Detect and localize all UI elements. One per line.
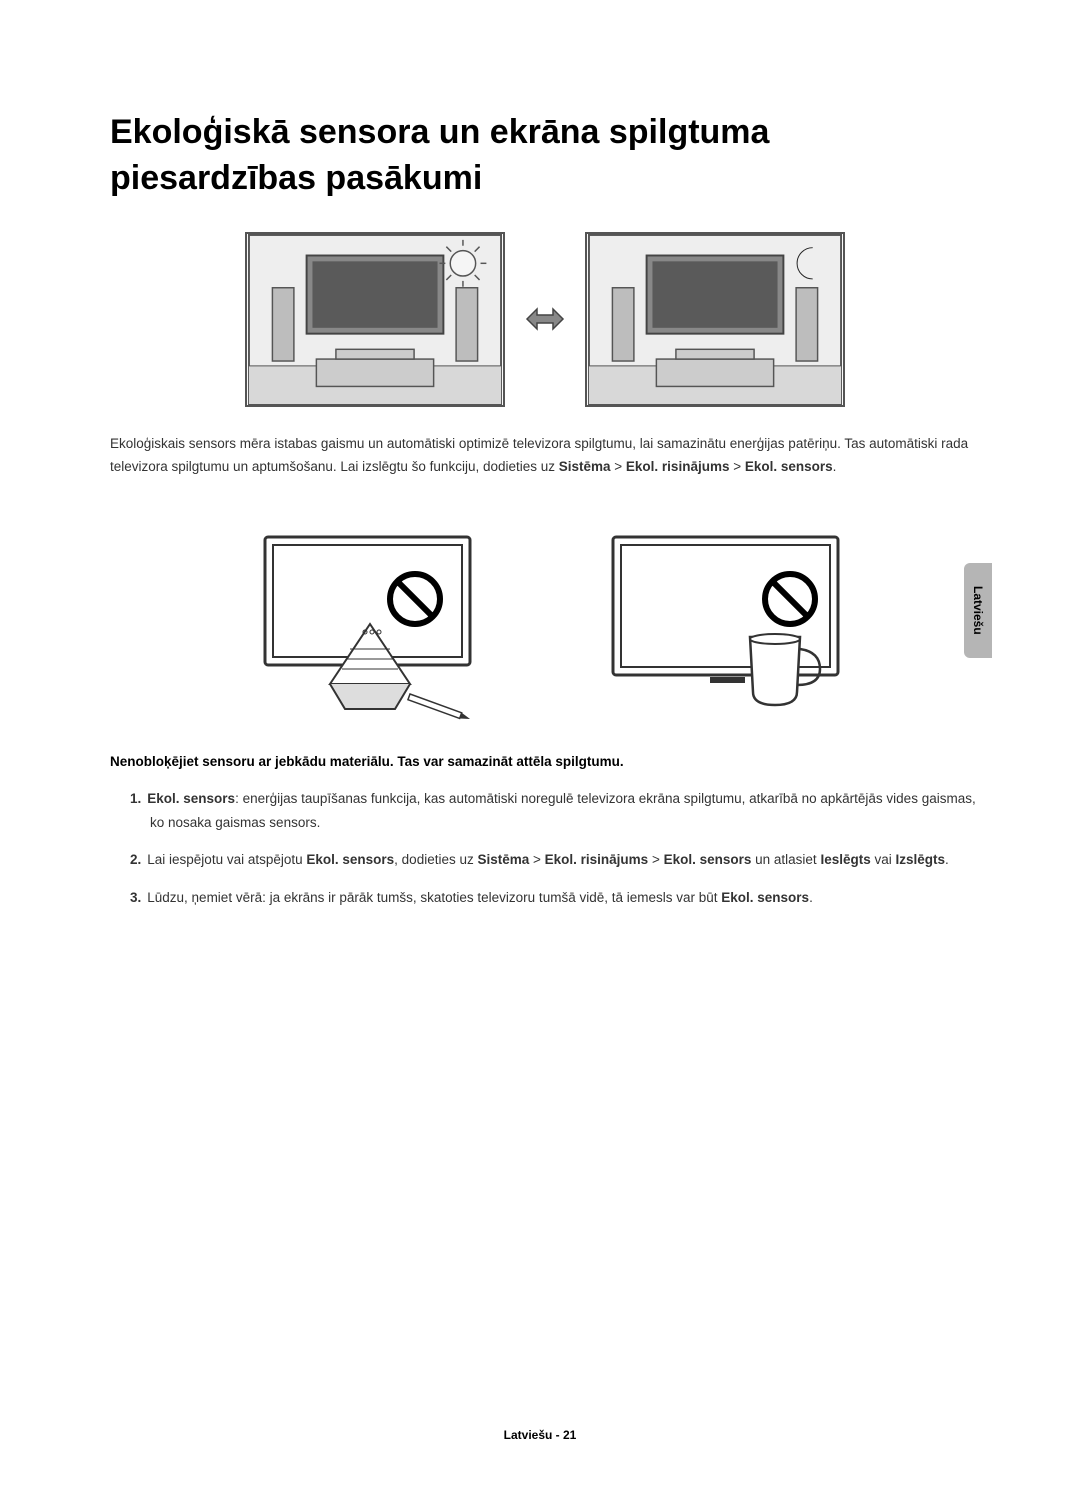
item-number: 1. bbox=[130, 791, 141, 806]
list-item: 1. Ekol. sensors: enerģijas taupīšanas fu… bbox=[130, 787, 980, 834]
item-number: 3. bbox=[130, 890, 141, 905]
item-bold: Ekol. sensors bbox=[147, 791, 235, 806]
separator: > bbox=[648, 852, 663, 867]
instruction-list: 1.Ekol. sensors: enerģijas taupīšanas fu… bbox=[110, 787, 980, 910]
bidirectional-arrow-icon bbox=[525, 304, 565, 334]
separator: > bbox=[529, 852, 544, 867]
menu-path: Ekol. sensors bbox=[664, 852, 752, 867]
item-text: un atlasiet bbox=[751, 852, 820, 867]
item-text: , dodieties uz bbox=[394, 852, 477, 867]
option-off: Izslēgts bbox=[895, 852, 945, 867]
sensor-notepad-illustration bbox=[235, 529, 495, 724]
period: . bbox=[833, 459, 837, 474]
intro-paragraph: Ekoloģiskais sensors mēra istabas gaismu… bbox=[110, 432, 980, 479]
separator: > bbox=[729, 459, 744, 474]
menu-path-system: Sistēma bbox=[559, 459, 611, 474]
page-footer: Latviešu - 21 bbox=[0, 1428, 1080, 1442]
room-night-illustration bbox=[585, 232, 845, 407]
room-day-illustration bbox=[245, 232, 505, 407]
sensor-illustration-row bbox=[110, 529, 980, 724]
item-bold: Ekol. sensors bbox=[306, 852, 394, 867]
warning-text: Nenobloķējiet sensoru ar jebkādu materiā… bbox=[110, 754, 980, 769]
item-text: Lūdzu, ņemiet vērā: ja ekrāns ir pārāk t… bbox=[147, 890, 721, 905]
menu-path: Sistēma bbox=[477, 852, 529, 867]
menu-path-sensor: Ekol. sensors bbox=[745, 459, 833, 474]
page-title: Ekoloģiskā sensora un ekrāna spilgtuma p… bbox=[110, 110, 980, 202]
item-bold: Ekol. sensors bbox=[721, 890, 809, 905]
list-item: 3. Lūdzu, ņemiet vērā: ja ekrāns ir pārāk… bbox=[130, 886, 980, 910]
option-on: Ieslēgts bbox=[820, 852, 870, 867]
language-tab: Latviešu bbox=[964, 563, 992, 658]
sensor-cup-illustration bbox=[595, 529, 855, 724]
item-number: 2. bbox=[130, 852, 141, 867]
language-tab-label: Latviešu bbox=[971, 586, 985, 635]
period: . bbox=[945, 852, 949, 867]
separator: > bbox=[611, 459, 626, 474]
menu-path: Ekol. risinājums bbox=[545, 852, 649, 867]
period: . bbox=[809, 890, 813, 905]
room-illustration-row bbox=[110, 232, 980, 407]
item-text: Lai iespējotu vai atspējotu bbox=[147, 852, 306, 867]
item-text: vai bbox=[871, 852, 896, 867]
list-item: 2. Lai iespējotu vai atspējotu Ekol. sens… bbox=[130, 848, 980, 872]
menu-path-eco: Ekol. risinājums bbox=[626, 459, 730, 474]
paragraph-text: Ekoloģiskais sensors mēra istabas gaismu… bbox=[110, 436, 968, 475]
item-text: : enerģijas taupīšanas funkcija, kas aut… bbox=[150, 791, 976, 830]
